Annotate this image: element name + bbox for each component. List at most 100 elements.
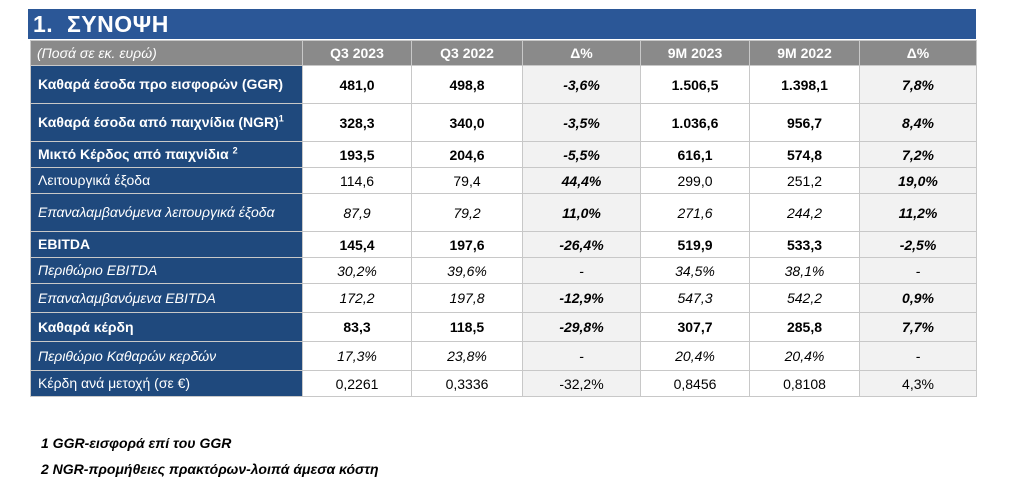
cell-q3-change: -3,6%	[522, 65, 641, 104]
cell-9m-2022: 20,4%	[749, 341, 860, 371]
cell-q3-change: 44,4%	[522, 167, 641, 194]
cell-q3-2022: 197,8	[411, 283, 523, 313]
row-label: Καθαρά έσοδα από παιχνίδια (NGR)1	[30, 103, 303, 142]
cell-9m-2022: 574,8	[749, 141, 860, 168]
row-label: EBITDA	[30, 231, 303, 258]
summary-table: (Ποσά σε εκ. ευρώ) Q3 2023 Q3 2022 Δ% 9M…	[30, 40, 977, 397]
cell-9m-2023: 616,1	[640, 141, 750, 168]
cell-q3-2022: 498,8	[411, 65, 523, 104]
header-9m-change: Δ%	[859, 40, 977, 66]
row-label: Καθαρά έσοδα προ εισφορών (GGR)	[30, 65, 303, 104]
cell-q3-2023: 172,2	[302, 283, 412, 313]
table-row: Μικτό Κέρδος από παιχνίδια 2 193,5 204,6…	[30, 141, 977, 168]
cell-9m-2023: 307,7	[640, 312, 750, 342]
cell-q3-2023: 87,9	[302, 193, 412, 232]
cell-9m-2023: 1.036,6	[640, 103, 750, 142]
cell-q3-change: -32,2%	[522, 370, 641, 397]
cell-q3-change: -29,8%	[522, 312, 641, 342]
cell-9m-2022: 285,8	[749, 312, 860, 342]
cell-9m-change: 4,3%	[859, 370, 977, 397]
header-q3-change: Δ%	[522, 40, 641, 66]
cell-q3-2022: 79,2	[411, 193, 523, 232]
cell-q3-2022: 39,6%	[411, 257, 523, 284]
row-label: Περιθώριο EBITDA	[30, 257, 303, 284]
table-row: Καθαρά έσοδα προ εισφορών (GGR) 481,0 49…	[30, 65, 977, 104]
cell-9m-change: 0,9%	[859, 283, 977, 313]
table-row: Περιθώριο EBITDA 30,2% 39,6% - 34,5% 38,…	[30, 257, 977, 284]
table-row: EBITDA 145,4 197,6 -26,4% 519,9 533,3 -2…	[30, 231, 977, 258]
table-row: Επαναλαμβανόμενα EBITDA 172,2 197,8 -12,…	[30, 283, 977, 313]
cell-9m-change: -2,5%	[859, 231, 977, 258]
cell-9m-2022: 244,2	[749, 193, 860, 232]
cell-q3-2023: 193,5	[302, 141, 412, 168]
footnote-ref: 1	[278, 113, 284, 124]
cell-q3-2022: 0,3336	[411, 370, 523, 397]
cell-9m-change: -	[859, 341, 977, 371]
cell-9m-2023: 271,6	[640, 193, 750, 232]
cell-9m-2023: 547,3	[640, 283, 750, 313]
cell-9m-2023: 1.506,5	[640, 65, 750, 104]
table-row: Καθαρά κέρδη 83,3 118,5 -29,8% 307,7 285…	[30, 312, 977, 342]
cell-q3-2023: 481,0	[302, 65, 412, 104]
table-row: Περιθώριο Καθαρών κερδών 17,3% 23,8% - 2…	[30, 341, 977, 371]
cell-9m-2023: 0,8456	[640, 370, 750, 397]
row-label: Επαναλαμβανόμενα λειτουργικά έξοδα	[30, 193, 303, 232]
cell-q3-change: -	[522, 257, 641, 284]
cell-9m-2023: 34,5%	[640, 257, 750, 284]
footnote-2: 2 NGR-προμήθειες πρακτόρων-λοιπά άμεσα κ…	[41, 461, 379, 477]
table-header-row: (Ποσά σε εκ. ευρώ) Q3 2023 Q3 2022 Δ% 9M…	[30, 40, 977, 66]
header-units: (Ποσά σε εκ. ευρώ)	[30, 40, 303, 66]
cell-9m-change: -	[859, 257, 977, 284]
cell-9m-2022: 533,3	[749, 231, 860, 258]
cell-9m-2023: 519,9	[640, 231, 750, 258]
cell-9m-2022: 542,2	[749, 283, 860, 313]
header-9m-2022: 9M 2022	[749, 40, 860, 66]
table-row: Επαναλαμβανόμενα λειτουργικά έξοδα 87,9 …	[30, 193, 977, 232]
cell-q3-2023: 0,2261	[302, 370, 412, 397]
cell-q3-2022: 340,0	[411, 103, 523, 142]
cell-9m-change: 19,0%	[859, 167, 977, 194]
header-9m-2023: 9M 2023	[640, 40, 750, 66]
row-label: Μικτό Κέρδος από παιχνίδια 2	[30, 141, 303, 168]
section-title: 1. ΣΥΝΟΨΗ	[28, 9, 976, 39]
footnote-ref: 2	[232, 145, 238, 156]
row-label: Επαναλαμβανόμενα EBITDA	[30, 283, 303, 313]
cell-q3-2023: 17,3%	[302, 341, 412, 371]
cell-9m-2022: 38,1%	[749, 257, 860, 284]
table-row: Λειτουργικά έξοδα 114,6 79,4 44,4% 299,0…	[30, 167, 977, 194]
footnote-1: 1 GGR-εισφορά επί του GGR	[41, 435, 232, 451]
cell-q3-2022: 204,6	[411, 141, 523, 168]
cell-q3-2023: 114,6	[302, 167, 412, 194]
cell-q3-change: -5,5%	[522, 141, 641, 168]
cell-q3-change: -3,5%	[522, 103, 641, 142]
header-q3-2023: Q3 2023	[302, 40, 412, 66]
cell-q3-change: 11,0%	[522, 193, 641, 232]
cell-9m-change: 7,8%	[859, 65, 977, 104]
cell-q3-2022: 197,6	[411, 231, 523, 258]
row-label: Καθαρά κέρδη	[30, 312, 303, 342]
cell-9m-change: 11,2%	[859, 193, 977, 232]
cell-9m-2022: 0,8108	[749, 370, 860, 397]
row-label: Περιθώριο Καθαρών κερδών	[30, 341, 303, 371]
table-row: Κέρδη ανά μετοχή (σε €) 0,2261 0,3336 -3…	[30, 370, 977, 397]
cell-q3-change: -12,9%	[522, 283, 641, 313]
cell-q3-2023: 83,3	[302, 312, 412, 342]
header-q3-2022: Q3 2022	[411, 40, 523, 66]
cell-9m-2023: 20,4%	[640, 341, 750, 371]
row-label: Λειτουργικά έξοδα	[30, 167, 303, 194]
cell-9m-change: 8,4%	[859, 103, 977, 142]
row-label: Κέρδη ανά μετοχή (σε €)	[30, 370, 303, 397]
cell-q3-2023: 145,4	[302, 231, 412, 258]
cell-q3-2022: 23,8%	[411, 341, 523, 371]
cell-9m-2022: 956,7	[749, 103, 860, 142]
cell-9m-change: 7,7%	[859, 312, 977, 342]
cell-q3-2022: 118,5	[411, 312, 523, 342]
cell-q3-2023: 328,3	[302, 103, 412, 142]
table-row: Καθαρά έσοδα από παιχνίδια (NGR)1 328,3 …	[30, 103, 977, 142]
cell-q3-change: -26,4%	[522, 231, 641, 258]
cell-9m-2023: 299,0	[640, 167, 750, 194]
cell-q3-2023: 30,2%	[302, 257, 412, 284]
cell-9m-change: 7,2%	[859, 141, 977, 168]
cell-9m-2022: 1.398,1	[749, 65, 860, 104]
cell-q3-2022: 79,4	[411, 167, 523, 194]
